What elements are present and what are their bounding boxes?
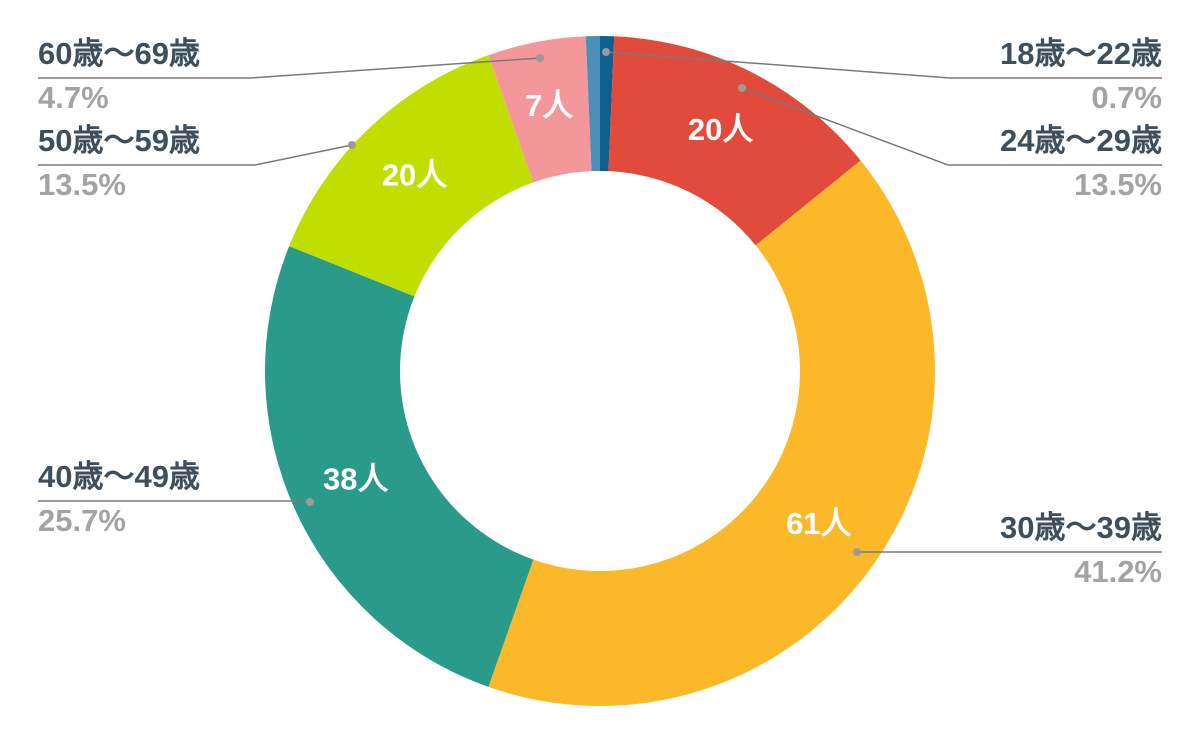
slice-label: 20人: [382, 158, 447, 193]
category-label: 30歳〜39歳: [1000, 510, 1162, 545]
category-label: 24歳〜29歳: [1000, 123, 1162, 158]
category-label: 60歳〜69歳: [38, 36, 200, 71]
leader-line: [38, 57, 541, 79]
donut-slice: [488, 160, 936, 707]
donut-slice: [289, 55, 534, 297]
leader-line: [605, 51, 1162, 79]
percent-label: 25.7%: [38, 503, 126, 538]
slice-label: 20人: [688, 112, 753, 147]
donut-slice: [585, 36, 600, 172]
category-label: 50歳〜59歳: [38, 123, 200, 158]
percent-label: 13.5%: [1074, 167, 1162, 202]
category-label: 18歳〜22歳: [1000, 36, 1162, 71]
leader-dot: [536, 54, 544, 62]
slice-label: 61人: [786, 506, 851, 541]
slice-label: 7人: [525, 88, 573, 123]
percent-label: 13.5%: [38, 167, 126, 202]
leader-dot: [738, 84, 746, 92]
percent-label: 41.2%: [1074, 554, 1162, 589]
donut-slice: [264, 246, 534, 687]
slice-label: 38人: [323, 462, 388, 497]
leader-line: [741, 87, 1162, 166]
leader-dot: [306, 498, 314, 506]
leader-dot: [602, 48, 610, 56]
percent-label: 4.7%: [38, 80, 109, 115]
donut-slice: [488, 36, 592, 183]
leader-line: [38, 144, 353, 166]
donut-slice: [600, 36, 615, 172]
leader-dot: [853, 548, 861, 556]
donut-slice: [608, 36, 861, 246]
leader-line: [38, 500, 311, 502]
percent-label: 0.7%: [1091, 80, 1162, 115]
leader-dot: [348, 141, 356, 149]
category-label: 40歳〜49歳: [38, 459, 200, 494]
